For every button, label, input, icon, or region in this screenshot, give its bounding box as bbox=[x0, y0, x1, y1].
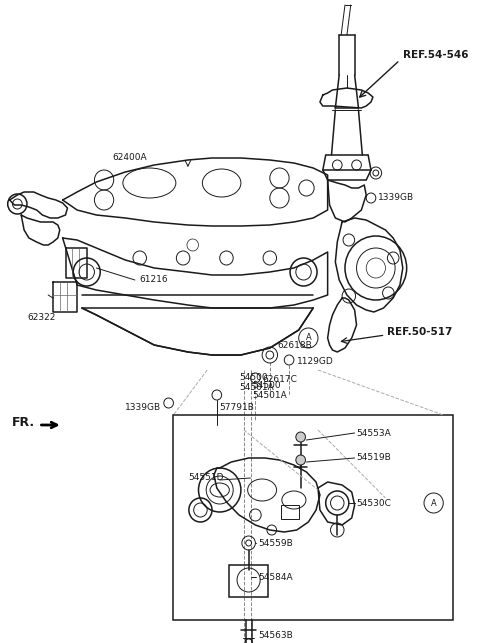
Text: A: A bbox=[431, 498, 436, 507]
Text: 1129GD: 1129GD bbox=[297, 358, 334, 367]
Text: 54500: 54500 bbox=[252, 381, 281, 390]
Text: 62617C: 62617C bbox=[262, 376, 297, 385]
Text: 54501A: 54501A bbox=[252, 390, 287, 399]
Text: 54519B: 54519B bbox=[357, 453, 391, 462]
Text: 54584A: 54584A bbox=[258, 572, 293, 581]
Text: 54563B: 54563B bbox=[258, 631, 293, 640]
Text: FR.: FR. bbox=[12, 415, 35, 428]
Text: 54501A: 54501A bbox=[239, 383, 274, 392]
Text: 62322: 62322 bbox=[27, 314, 55, 323]
Bar bbox=[229, 565, 268, 597]
Text: 54553A: 54553A bbox=[357, 428, 391, 437]
Text: REF.50-517: REF.50-517 bbox=[387, 327, 453, 337]
Text: 54530C: 54530C bbox=[357, 498, 391, 507]
Bar bbox=[281, 505, 299, 519]
Circle shape bbox=[296, 432, 305, 442]
Text: 61216: 61216 bbox=[140, 275, 168, 284]
Circle shape bbox=[296, 455, 305, 465]
Text: A: A bbox=[305, 334, 311, 343]
Text: 1339GB: 1339GB bbox=[378, 194, 414, 203]
Text: 54500: 54500 bbox=[239, 374, 268, 383]
Text: 62400A: 62400A bbox=[113, 154, 147, 163]
Text: 1339GB: 1339GB bbox=[125, 404, 161, 413]
Text: 57791B: 57791B bbox=[220, 404, 254, 413]
Text: REF.54-546: REF.54-546 bbox=[403, 50, 468, 60]
Bar bbox=[173, 415, 453, 620]
Text: 62618B: 62618B bbox=[277, 341, 312, 350]
Text: 54551D: 54551D bbox=[188, 473, 223, 482]
Text: 54559B: 54559B bbox=[258, 538, 293, 547]
